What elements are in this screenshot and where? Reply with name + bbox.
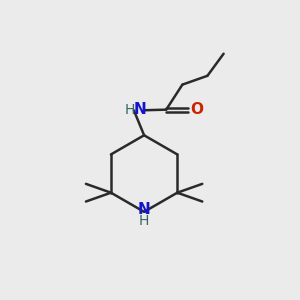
Text: H: H (139, 214, 149, 228)
Text: O: O (190, 102, 203, 117)
Text: H: H (124, 103, 135, 117)
Text: N: N (138, 202, 151, 217)
Text: N: N (134, 102, 147, 117)
